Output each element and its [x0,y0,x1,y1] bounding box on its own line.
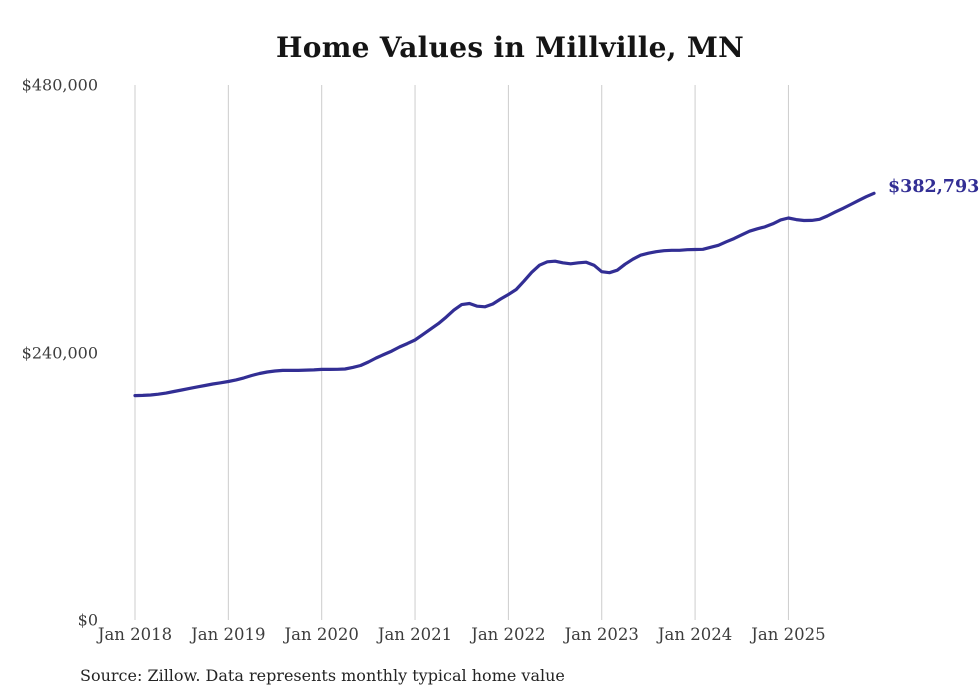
x-tick-label: Jan 2022 [471,625,546,644]
y-tick-label: $480,000 [21,75,98,95]
y-tick-label: $0 [77,610,98,630]
x-tick-label: Jan 2024 [657,625,733,644]
y-tick-label: $240,000 [21,343,98,362]
x-tick-label: Jan 2019 [191,625,266,644]
gridlines [134,85,789,620]
latest-value-label: $382,793 [888,177,980,198]
x-tick-label: Jan 2023 [564,625,639,644]
x-tick-label: Jan 2025 [751,625,826,644]
x-tick-label: Jan 2018 [97,625,173,644]
x-tick-label: Jan 2020 [284,625,359,644]
home-value-line [133,191,876,398]
x-tick-label: Jan 2021 [377,625,453,644]
source-note: Source: Zillow. Data represents monthly … [80,666,565,685]
chart-title: Home Values in Millville, MN [275,31,745,64]
